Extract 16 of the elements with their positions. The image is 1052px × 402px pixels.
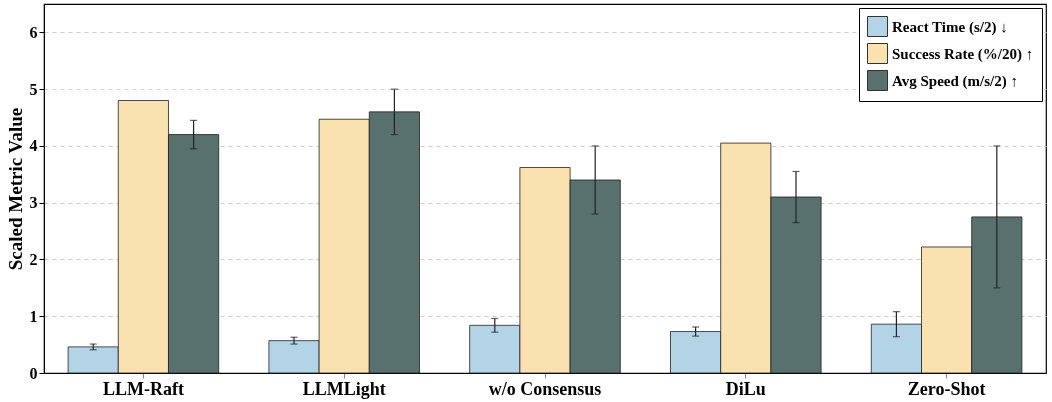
x-tick-label: LLMLight	[302, 378, 386, 399]
x-tick-label: LLM-Raft	[102, 378, 184, 399]
legend-label: Avg Speed (m/s/2) ↑	[892, 72, 1018, 90]
y-tick-label: 3	[29, 194, 38, 212]
legend-label: Success Rate (%/20) ↑	[892, 45, 1034, 63]
y-tick-label: 1	[29, 307, 38, 325]
y-tick-label: 6	[29, 23, 38, 41]
x-tick-label: Zero-Shot	[907, 378, 986, 399]
x-tick-label: DiLu	[725, 378, 766, 399]
y-tick-label: 5	[29, 80, 38, 98]
x-tick-label: w/o Consensus	[488, 378, 602, 399]
y-tick-label: 2	[29, 250, 38, 268]
y-tick-label: 4	[29, 137, 38, 155]
y-tick-label: 0	[29, 364, 38, 382]
legend-label: React Time (s/2) ↓	[892, 18, 1008, 36]
y-axis-title: Scaled Metric Value	[4, 107, 26, 271]
